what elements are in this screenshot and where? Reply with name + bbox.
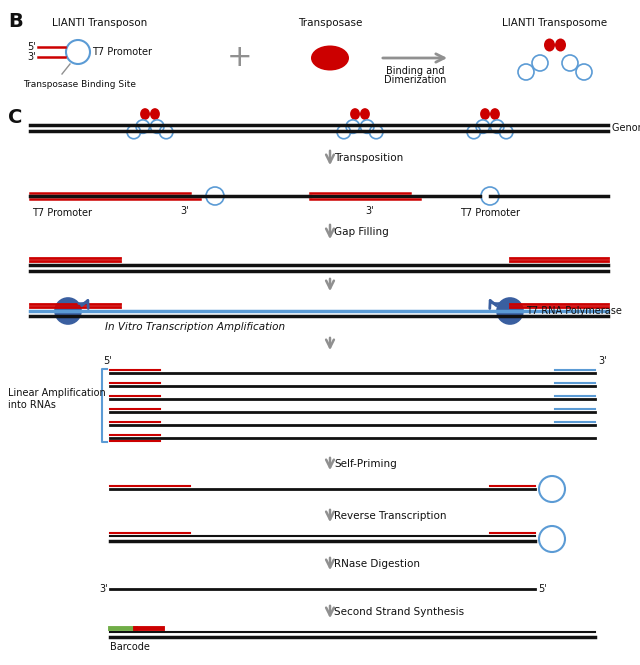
- Ellipse shape: [480, 108, 490, 120]
- Text: T7 RNA Polymerase: T7 RNA Polymerase: [526, 306, 622, 316]
- Text: Self-Priming: Self-Priming: [334, 459, 397, 469]
- Ellipse shape: [150, 108, 160, 120]
- Text: 5': 5': [28, 42, 36, 52]
- Text: Dimerization: Dimerization: [384, 75, 446, 85]
- Text: Binding and: Binding and: [386, 66, 444, 76]
- Text: T7 Promoter: T7 Promoter: [92, 47, 152, 57]
- Text: T7 Promoter: T7 Promoter: [460, 208, 520, 218]
- Ellipse shape: [140, 108, 150, 120]
- Circle shape: [497, 298, 523, 324]
- Text: Transposase Binding Site: Transposase Binding Site: [24, 80, 136, 89]
- Text: Second Strand Synthesis: Second Strand Synthesis: [334, 607, 464, 617]
- Text: Linear Amplification
into RNAs: Linear Amplification into RNAs: [8, 388, 106, 410]
- Text: Transposase: Transposase: [298, 18, 362, 28]
- Text: 3': 3': [99, 584, 108, 594]
- Text: LIANTI Transposon: LIANTI Transposon: [52, 18, 148, 28]
- Ellipse shape: [311, 45, 349, 70]
- Text: Gap Filling: Gap Filling: [334, 227, 388, 237]
- Text: C: C: [8, 108, 22, 127]
- Ellipse shape: [350, 108, 360, 120]
- Text: 3': 3': [180, 206, 189, 216]
- Text: T7 Promoter: T7 Promoter: [32, 208, 92, 218]
- Text: 3': 3': [365, 206, 374, 216]
- Text: Transposition: Transposition: [334, 153, 403, 163]
- Ellipse shape: [490, 108, 500, 120]
- Circle shape: [55, 298, 81, 324]
- Text: 3': 3': [28, 52, 36, 62]
- Text: B: B: [8, 12, 23, 31]
- Text: +: +: [227, 43, 253, 72]
- Text: 5': 5': [104, 356, 113, 366]
- Text: RNase Digestion: RNase Digestion: [334, 559, 420, 569]
- Text: 5': 5': [538, 584, 547, 594]
- Text: LIANTI Transposome: LIANTI Transposome: [502, 18, 607, 28]
- Text: 3': 3': [598, 356, 607, 366]
- Ellipse shape: [360, 108, 370, 120]
- Ellipse shape: [544, 39, 555, 51]
- Text: Genomic DNA: Genomic DNA: [612, 123, 640, 133]
- Ellipse shape: [555, 39, 566, 51]
- Text: In Vitro Transcription Amplification: In Vitro Transcription Amplification: [105, 322, 285, 332]
- Text: Reverse Transcription: Reverse Transcription: [334, 511, 447, 521]
- Text: Barcode: Barcode: [110, 642, 150, 652]
